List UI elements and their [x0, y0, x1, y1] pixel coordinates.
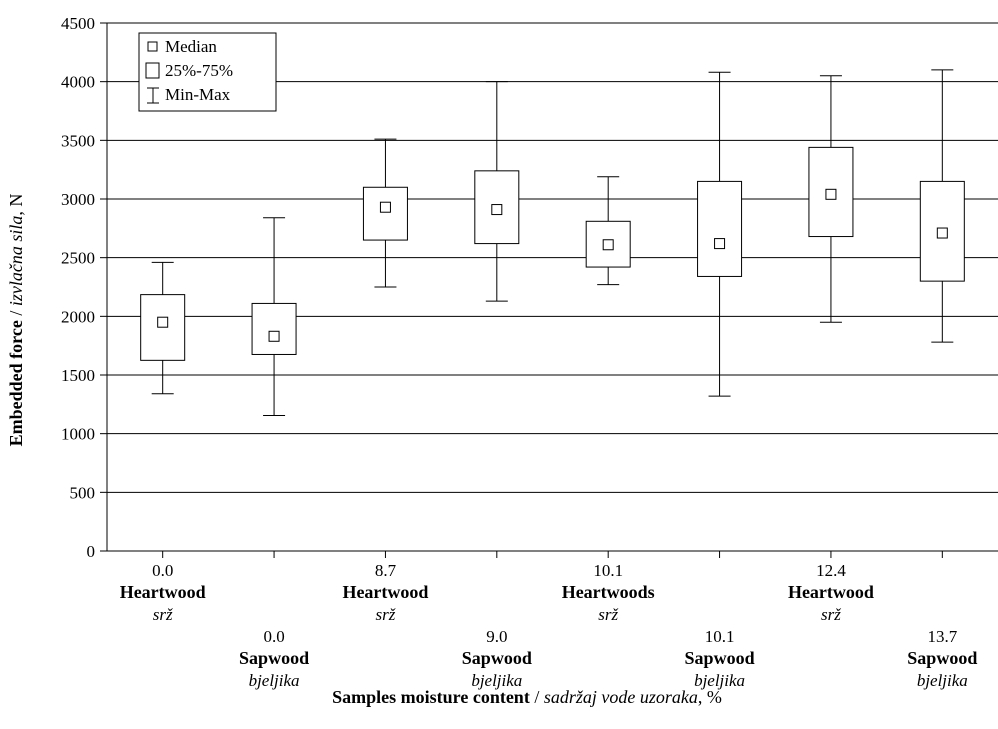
category-moisture: 8.7 [375, 561, 397, 580]
category-moisture: 9.0 [486, 627, 507, 646]
legend-frame [138, 32, 277, 112]
legend-median-symbol [147, 41, 158, 52]
category-label: 13.7 Sapwood bjeljika [907, 627, 977, 690]
category-moisture: 0.0 [152, 561, 173, 580]
category-wood-translation: srž [821, 605, 841, 624]
iqr-box [251, 302, 297, 355]
y-tick-label: 1500 [61, 366, 95, 385]
box-group [362, 138, 408, 288]
category-wood: Heartwood [342, 582, 428, 602]
category-label: 9.0 Sapwood bjeljika [462, 627, 532, 690]
y-tick-label: 3000 [61, 190, 95, 209]
category-wood-translation: srž [376, 605, 396, 624]
legend-whisker-symbol [147, 87, 159, 104]
category-wood: Sapwood [907, 648, 977, 668]
y-tick-label: 0 [87, 542, 96, 561]
box-group [474, 81, 520, 302]
median-marker [157, 316, 169, 328]
category-wood-translation: bjeljika [249, 671, 300, 690]
category-label: 0.0 Heartwood srž [120, 561, 206, 624]
legend-box-label: 25%-75% [165, 61, 233, 80]
box-group [697, 71, 743, 397]
y-axis-label-translation: izvlačna sila [6, 216, 26, 307]
category-wood-translation: bjeljika [694, 671, 745, 690]
median-marker [268, 330, 280, 342]
category-wood-translation: bjeljika [917, 671, 968, 690]
category-label: 8.7 Heartwood srž [342, 561, 428, 624]
legend: Median 25%-75% Min-Max [138, 32, 277, 112]
category-moisture: 10.1 [705, 627, 735, 646]
median-marker [714, 238, 726, 250]
axes: 0 500 1000 1500 2000 2500 3000 3500 4000 4500 [61, 14, 998, 561]
median-marker [379, 201, 391, 213]
category-wood: Sapwood [685, 648, 755, 668]
legend-whisker-label: Min-Max [165, 85, 231, 104]
category-moisture: 12.4 [816, 561, 846, 580]
x-axis-label-main: Samples moisture content [332, 687, 530, 707]
y-tick-label: 500 [70, 483, 96, 502]
y-axis-label-separator: / [6, 306, 26, 320]
boxes [140, 69, 965, 416]
category-wood: Heartwood [120, 582, 206, 602]
y-tick-label: 1000 [61, 425, 95, 444]
y-tick-label: 2000 [61, 307, 95, 326]
category-label: 12.4 Heartwood srž [788, 561, 874, 624]
category-moisture: 0.0 [263, 627, 284, 646]
y-tick-label: 4000 [61, 73, 95, 92]
iqr-box [697, 180, 743, 277]
category-labels: 0.0 Heartwood srž 0.0 Sapwood bjeljika 8.7 Hear… [120, 561, 978, 690]
y-axis-label-unit: , N [6, 194, 26, 216]
category-moisture: 10.1 [593, 561, 623, 580]
median-marker [491, 204, 503, 216]
iqr-box [362, 186, 408, 241]
category-moisture: 13.7 [927, 627, 957, 646]
category-wood: Sapwood [239, 648, 309, 668]
category-label: 10.1 Heartwoods srž [562, 561, 655, 624]
box-group [585, 176, 631, 286]
box-group [808, 75, 854, 323]
x-axis-label: Samples moisture content / sadržaj vode … [332, 687, 722, 707]
category-wood-translation: srž [598, 605, 618, 624]
y-tick-label: 2500 [61, 249, 95, 268]
box-group [919, 69, 965, 343]
category-wood-translation: srž [153, 605, 173, 624]
category-wood: Sapwood [462, 648, 532, 668]
category-label: 0.0 Sapwood bjeljika [239, 627, 309, 690]
legend-box-symbol [145, 62, 160, 79]
median-marker [825, 188, 837, 200]
category-label: 10.1 Sapwood bjeljika [685, 627, 755, 690]
iqr-box [140, 294, 186, 361]
median-marker [602, 239, 614, 251]
category-wood: Heartwoods [562, 582, 655, 602]
box-group [251, 217, 297, 416]
y-tick-label: 4500 [61, 14, 95, 33]
x-axis-label-unit: , % [698, 687, 722, 707]
y-axis-label-main: Embedded force [6, 320, 26, 446]
median-marker [936, 227, 948, 239]
category-wood-translation: bjeljika [471, 671, 522, 690]
y-tick-label: 3500 [61, 131, 95, 150]
iqr-box [474, 170, 520, 245]
box-group [140, 261, 186, 395]
category-wood: Heartwood [788, 582, 874, 602]
legend-median-label: Median [165, 37, 217, 56]
x-axis-label-translation: sadržaj vode uzoraka [544, 687, 698, 707]
x-axis-label-separator: / [530, 687, 544, 707]
y-axis-label: Embedded force / izvlačna sila, N [6, 194, 26, 447]
